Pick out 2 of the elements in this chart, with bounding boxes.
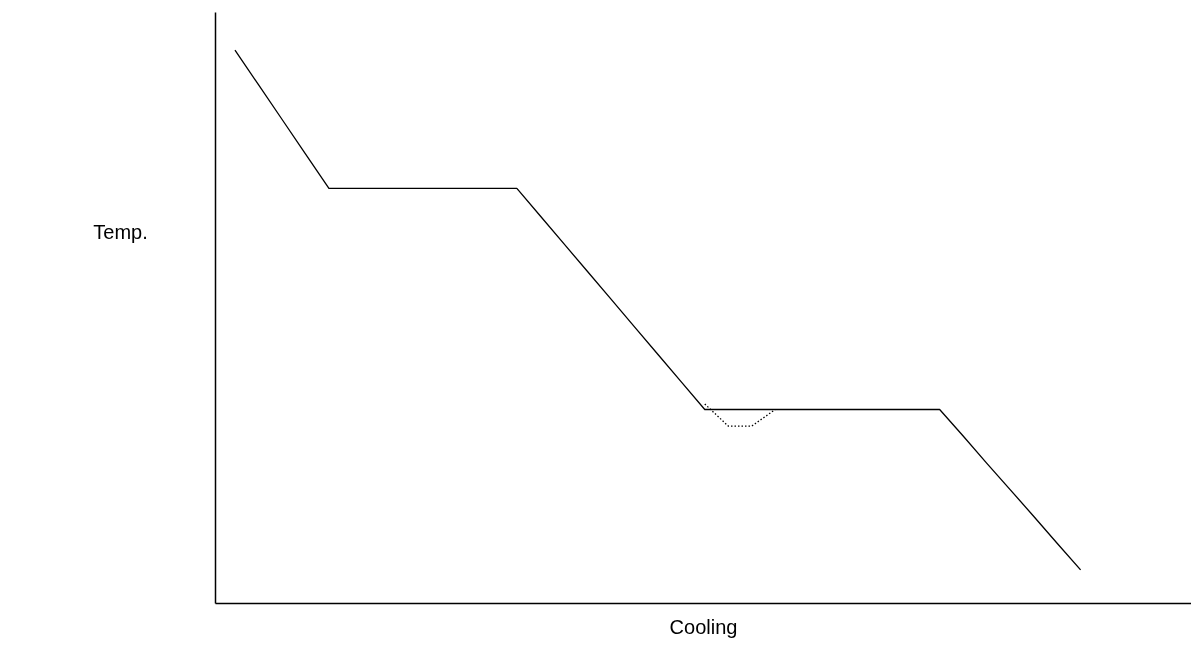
y-axis-title: Temp. [93,220,148,243]
x-axis-title: Cooling [669,615,738,638]
